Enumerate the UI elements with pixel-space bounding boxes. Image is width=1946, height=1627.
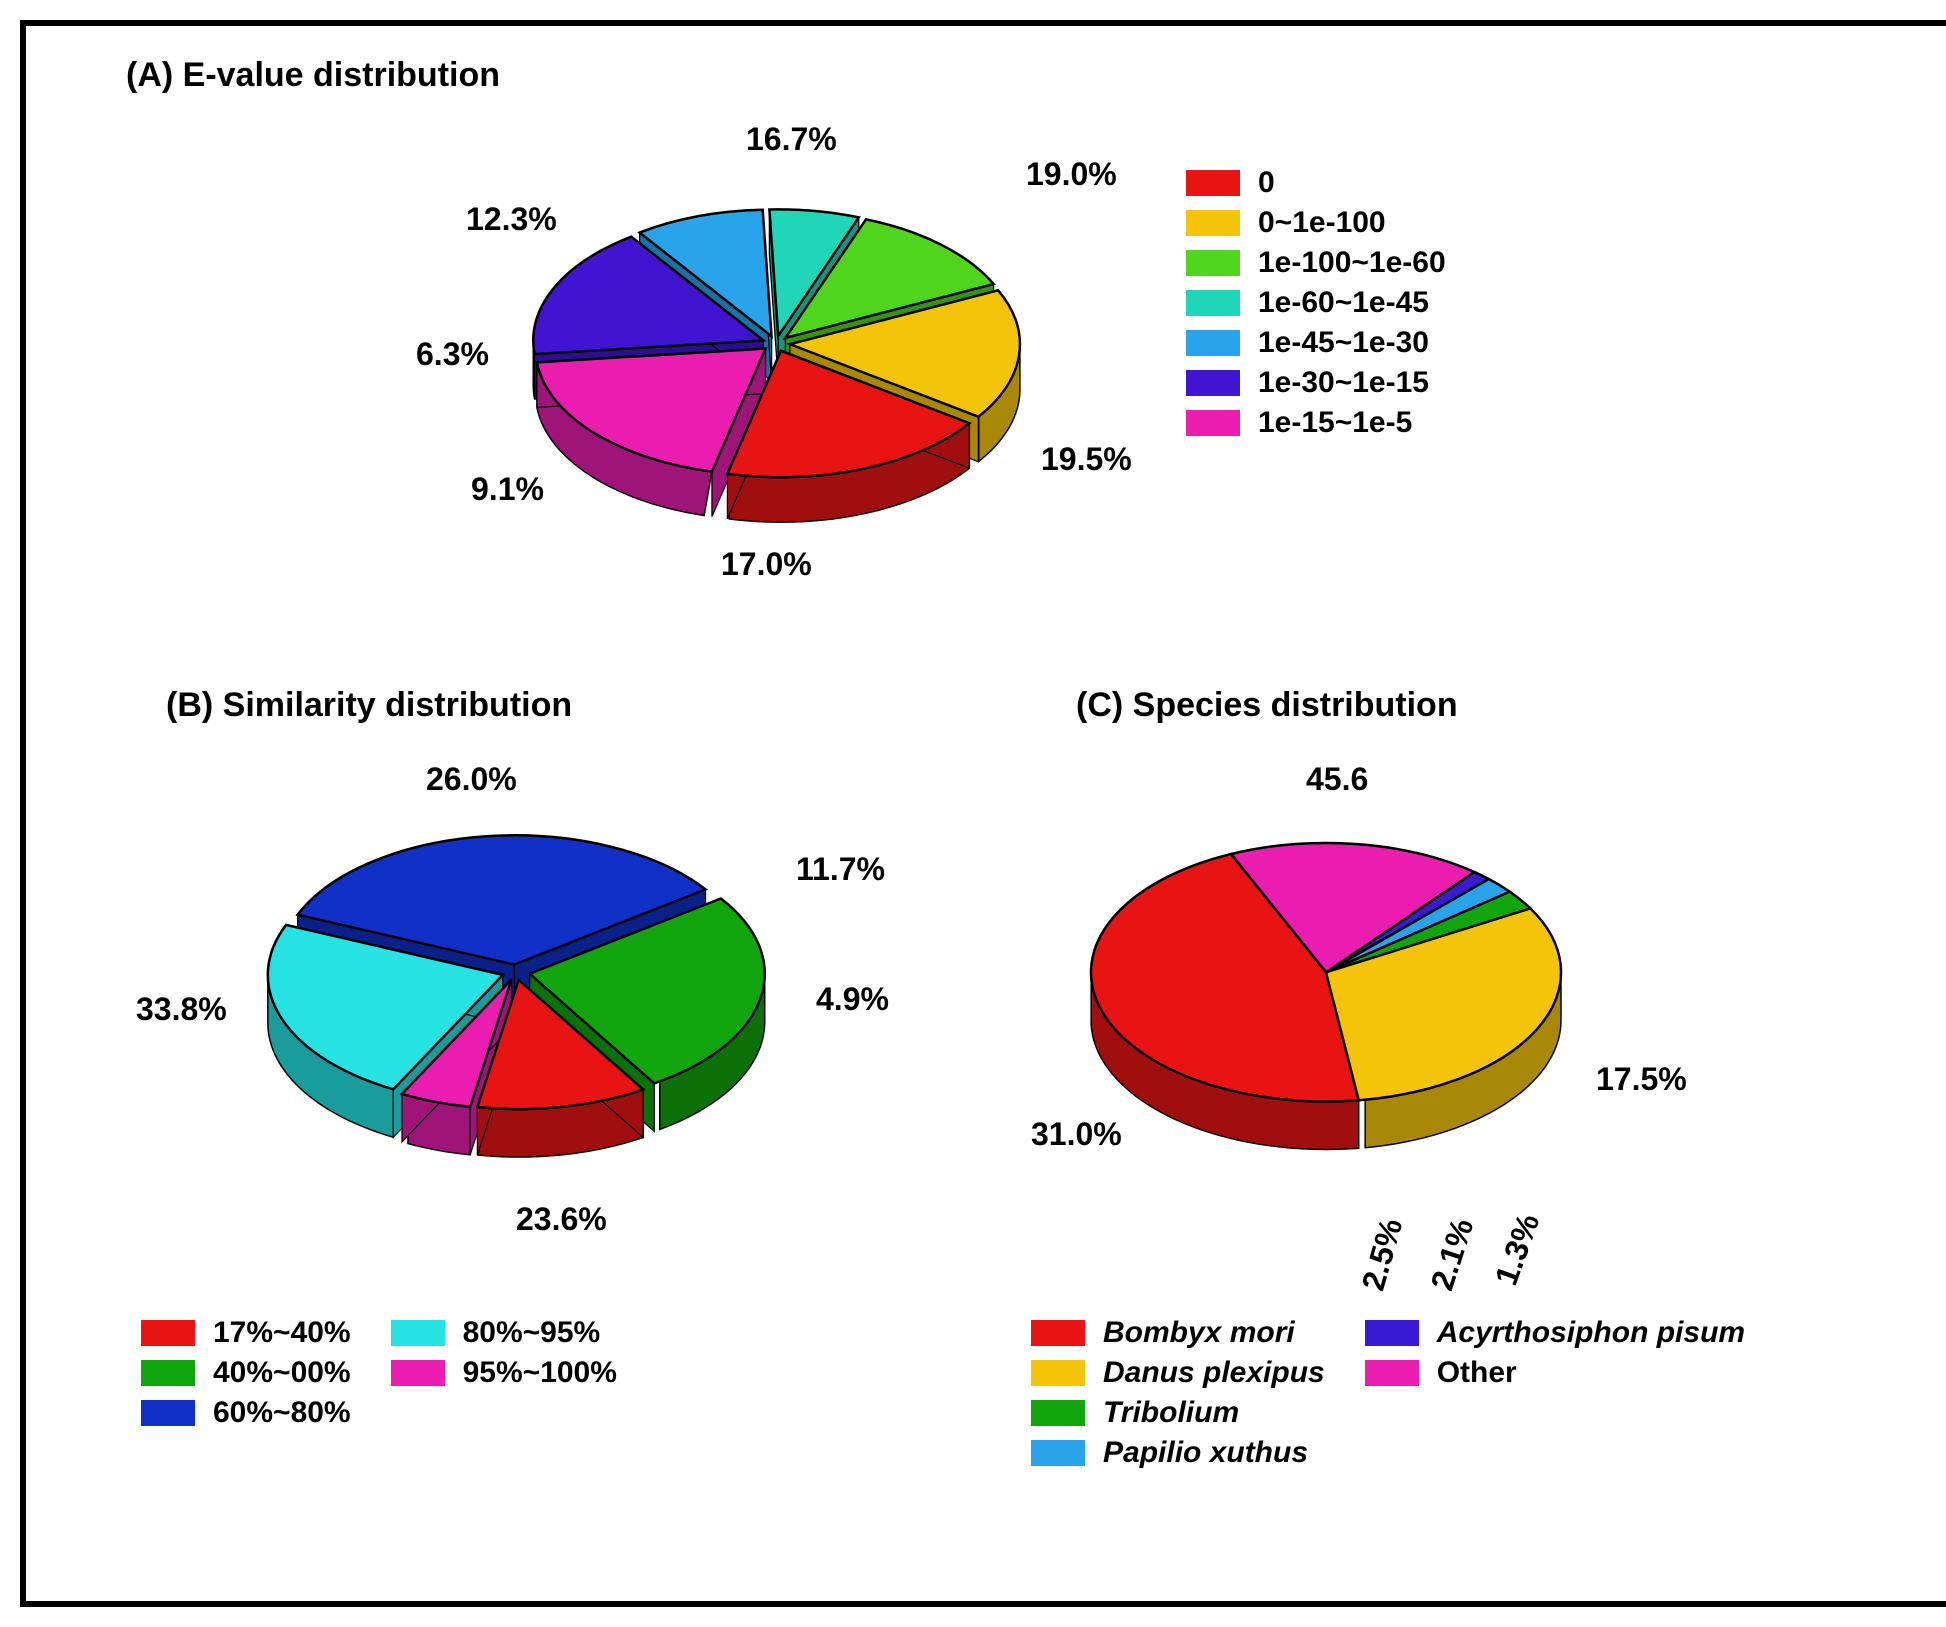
pie-pct-label: 2.5% bbox=[1355, 1214, 1411, 1294]
legend-swatch bbox=[1365, 1360, 1419, 1386]
pie-pct-label: 1.3% bbox=[1488, 1209, 1548, 1290]
legend-swatch bbox=[1031, 1360, 1085, 1386]
legend-label: 17%~40% bbox=[213, 1316, 351, 1350]
pie-pct-label: 19.0% bbox=[1026, 156, 1117, 193]
pie-pct-label: 26.0% bbox=[426, 761, 517, 798]
legend-swatch bbox=[141, 1400, 195, 1426]
legend-label: Danus plexipus bbox=[1103, 1356, 1325, 1390]
legend-item: Other bbox=[1365, 1356, 1745, 1390]
legend-item: 80%~95% bbox=[391, 1316, 617, 1350]
legend-swatch bbox=[1031, 1320, 1085, 1346]
pie-pct-label: 17.0% bbox=[721, 546, 812, 583]
pie-pct-label: 45.6 bbox=[1306, 761, 1368, 798]
pie-pct-label: 12.3% bbox=[466, 201, 557, 238]
figure-frame: (A) E-value distribution 19.0% 19.5% 17.0%… bbox=[20, 20, 1946, 1607]
chart-b-title: (B) Similarity distribution bbox=[166, 686, 572, 725]
legend-label: 95%~100% bbox=[463, 1356, 617, 1390]
legend-item: Tribolium bbox=[1031, 1396, 1325, 1430]
legend-swatch bbox=[1365, 1320, 1419, 1346]
legend-item: 40%~00% bbox=[141, 1356, 351, 1390]
legend-swatch bbox=[1186, 170, 1240, 196]
legend-item: 0 bbox=[1186, 166, 1446, 200]
legend-label: 1e-15~1e-5 bbox=[1258, 406, 1412, 440]
legend-item: 95%~100% bbox=[391, 1356, 617, 1390]
legend-item: 60%~80% bbox=[141, 1396, 351, 1430]
legend-item: 1e-15~1e-5 bbox=[1186, 406, 1446, 440]
pie-pct-label: 2.1% bbox=[1424, 1214, 1482, 1295]
legend-swatch bbox=[1031, 1440, 1085, 1466]
legend-item: Acyrthosiphon pisum bbox=[1365, 1316, 1745, 1350]
legend-item: Danus plexipus bbox=[1031, 1356, 1325, 1390]
legend-swatch bbox=[1186, 410, 1240, 436]
pie-pct-label: 31.0% bbox=[1031, 1116, 1122, 1153]
chart-b-legend: 17%~40% 40%~00% 60%~80% 80%~95% 95%~100% bbox=[141, 1316, 617, 1436]
pie-pct-label: 17.5% bbox=[1596, 1061, 1687, 1098]
legend-label: 40%~00% bbox=[213, 1356, 351, 1390]
chart-c-title: (C) Species distribution bbox=[1076, 686, 1458, 725]
pie-pct-label: 16.7% bbox=[746, 121, 837, 158]
chart-a-title: (A) E-value distribution bbox=[126, 56, 500, 95]
legend-swatch bbox=[141, 1360, 195, 1386]
legend-item: 1e-30~1e-15 bbox=[1186, 366, 1446, 400]
legend-label: Other bbox=[1437, 1356, 1517, 1390]
legend-label: 1e-100~1e-60 bbox=[1258, 246, 1446, 280]
pie-pct-label: 33.8% bbox=[136, 991, 227, 1028]
legend-swatch bbox=[1186, 370, 1240, 396]
pie-pct-label: 11.7% bbox=[796, 851, 885, 888]
legend-swatch bbox=[391, 1320, 445, 1346]
legend-label: 60%~80% bbox=[213, 1396, 351, 1430]
legend-label: Tribolium bbox=[1103, 1396, 1239, 1430]
legend-item: Bombyx mori bbox=[1031, 1316, 1325, 1350]
legend-label: Bombyx mori bbox=[1103, 1316, 1295, 1350]
legend-item: 1e-60~1e-45 bbox=[1186, 286, 1446, 320]
legend-item: 1e-100~1e-60 bbox=[1186, 246, 1446, 280]
pie-pct-label: 23.6% bbox=[516, 1201, 607, 1238]
legend-item: 0~1e-100 bbox=[1186, 206, 1446, 240]
legend-item: 1e-45~1e-30 bbox=[1186, 326, 1446, 360]
legend-label: 0 bbox=[1258, 166, 1275, 200]
legend-swatch bbox=[1031, 1400, 1085, 1426]
chart-a-legend: 0 0~1e-100 1e-100~1e-60 1e-60~1e-45 1e-45~1e… bbox=[1186, 166, 1446, 446]
legend-swatch bbox=[1186, 250, 1240, 276]
legend-swatch bbox=[1186, 290, 1240, 316]
legend-swatch bbox=[1186, 210, 1240, 236]
legend-label: 80%~95% bbox=[463, 1316, 601, 1350]
legend-swatch bbox=[141, 1320, 195, 1346]
legend-label: Acyrthosiphon pisum bbox=[1437, 1316, 1745, 1350]
legend-item: Papilio xuthus bbox=[1031, 1436, 1325, 1470]
pie-pct-label: 19.5% bbox=[1041, 441, 1132, 478]
legend-swatch bbox=[391, 1360, 445, 1386]
legend-item: 17%~40% bbox=[141, 1316, 351, 1350]
legend-swatch bbox=[1186, 330, 1240, 356]
pie-pct-label: 9.1% bbox=[471, 471, 544, 508]
legend-label: 1e-60~1e-45 bbox=[1258, 286, 1429, 320]
legend-label: Papilio xuthus bbox=[1103, 1436, 1308, 1470]
pie-pct-label: 6.3% bbox=[416, 336, 489, 373]
legend-label: 0~1e-100 bbox=[1258, 206, 1386, 240]
chart-c-legend: Bombyx mori Danus plexipus Tribolium Papili… bbox=[1031, 1316, 1745, 1476]
pie-pct-label: 4.9% bbox=[816, 981, 889, 1018]
legend-label: 1e-30~1e-15 bbox=[1258, 366, 1429, 400]
legend-label: 1e-45~1e-30 bbox=[1258, 326, 1429, 360]
